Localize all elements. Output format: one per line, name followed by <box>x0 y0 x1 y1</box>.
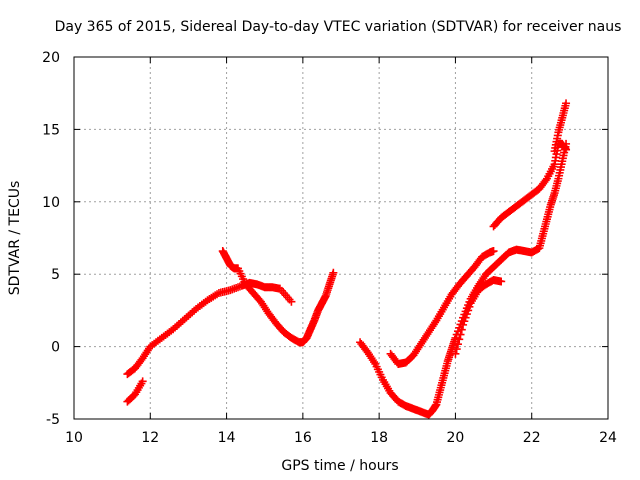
data-point <box>464 306 473 315</box>
y-tick-label: -5 <box>46 412 60 428</box>
data-point <box>453 340 462 349</box>
data-point <box>497 277 506 286</box>
chart-title: Day 365 of 2015, Sidereal Day-to-day VTE… <box>55 19 622 35</box>
y-tick-label: 20 <box>42 50 60 66</box>
data-point <box>460 317 469 326</box>
data-point <box>455 335 464 344</box>
data-point <box>489 247 498 256</box>
x-tick-label: 14 <box>218 430 236 446</box>
y-tick-label: 5 <box>51 267 60 283</box>
series-arc-b <box>123 377 147 406</box>
data-point <box>329 268 338 277</box>
series-arc-a <box>123 278 296 379</box>
x-tick-label: 18 <box>370 430 388 446</box>
x-axis-label: GPS time / hours <box>281 458 398 474</box>
data-point <box>562 99 571 108</box>
series-arc-c <box>218 247 338 347</box>
x-tick-label: 24 <box>599 430 617 446</box>
series-arc-e <box>386 247 498 368</box>
data-point <box>462 310 471 319</box>
grid <box>74 57 608 419</box>
data-point <box>541 176 550 185</box>
x-tick-label: 12 <box>141 430 159 446</box>
data-points <box>123 99 571 419</box>
data-point <box>452 345 461 354</box>
axis-ticks: 10 12 14 16 18 20 22 24 -5 0 5 10 15 20 <box>42 50 617 446</box>
x-tick-label: 16 <box>294 430 312 446</box>
data-point <box>562 145 571 154</box>
y-tick-label: 0 <box>51 340 60 356</box>
series-arc-h <box>550 99 571 156</box>
data-point <box>465 302 474 311</box>
plot-frame <box>73 56 609 420</box>
y-tick-label: 15 <box>42 122 60 138</box>
data-point <box>456 330 465 339</box>
data-point <box>461 313 470 322</box>
x-tick-label: 10 <box>65 430 83 446</box>
data-point <box>287 297 296 306</box>
series-arc-g <box>489 139 571 231</box>
series-arc-f <box>451 275 506 358</box>
x-tick-label: 22 <box>523 430 541 446</box>
data-point <box>457 325 466 334</box>
x-tick-label: 20 <box>447 430 465 446</box>
y-axis-label: SDTVAR / TECUs <box>7 181 23 296</box>
data-point <box>138 377 147 386</box>
data-point <box>459 320 468 329</box>
y-tick-label: 10 <box>42 195 60 211</box>
data-point <box>451 349 460 358</box>
